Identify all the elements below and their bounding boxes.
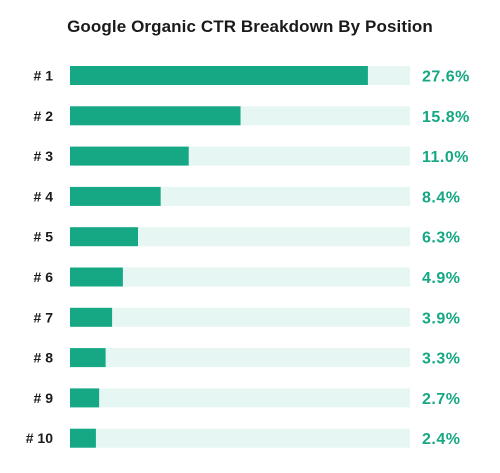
value-label: 11.0% <box>422 149 469 166</box>
bar-track <box>70 388 410 408</box>
value-label: 6.3% <box>422 230 460 247</box>
chart-title: Google Organic CTR Breakdown By Position <box>67 17 433 36</box>
value-label: 3.3% <box>422 351 460 368</box>
bar <box>70 106 241 126</box>
value-label: 2.7% <box>422 391 460 408</box>
rank-label: # 10 <box>26 430 53 446</box>
rank-label: # 7 <box>34 309 54 325</box>
rank-label: # 3 <box>34 148 54 164</box>
value-label: 27.6% <box>422 69 470 86</box>
bar <box>70 428 96 448</box>
rank-label: # 2 <box>34 108 54 124</box>
value-label: 3.9% <box>422 310 460 327</box>
bar <box>70 348 106 368</box>
bar <box>70 186 161 206</box>
bar <box>70 267 123 287</box>
rank-label: # 6 <box>34 269 54 285</box>
rank-label: # 5 <box>34 229 54 245</box>
value-label: 8.4% <box>422 189 460 206</box>
rank-label: # 8 <box>34 350 54 366</box>
bar <box>70 307 113 327</box>
bar <box>70 66 368 85</box>
value-label: 2.4% <box>422 431 460 448</box>
rank-label: # 1 <box>34 68 54 84</box>
rank-label: # 4 <box>34 188 54 204</box>
bar <box>70 227 138 247</box>
bar <box>70 146 189 166</box>
bar-track <box>70 227 410 247</box>
rank-label: # 9 <box>34 390 54 406</box>
value-label: 4.9% <box>422 270 460 287</box>
bar-track <box>70 267 410 287</box>
bar <box>70 388 100 408</box>
bar-track <box>70 348 410 368</box>
value-label: 15.8% <box>422 109 470 126</box>
bar-track <box>70 307 410 327</box>
bar-track <box>70 428 410 448</box>
